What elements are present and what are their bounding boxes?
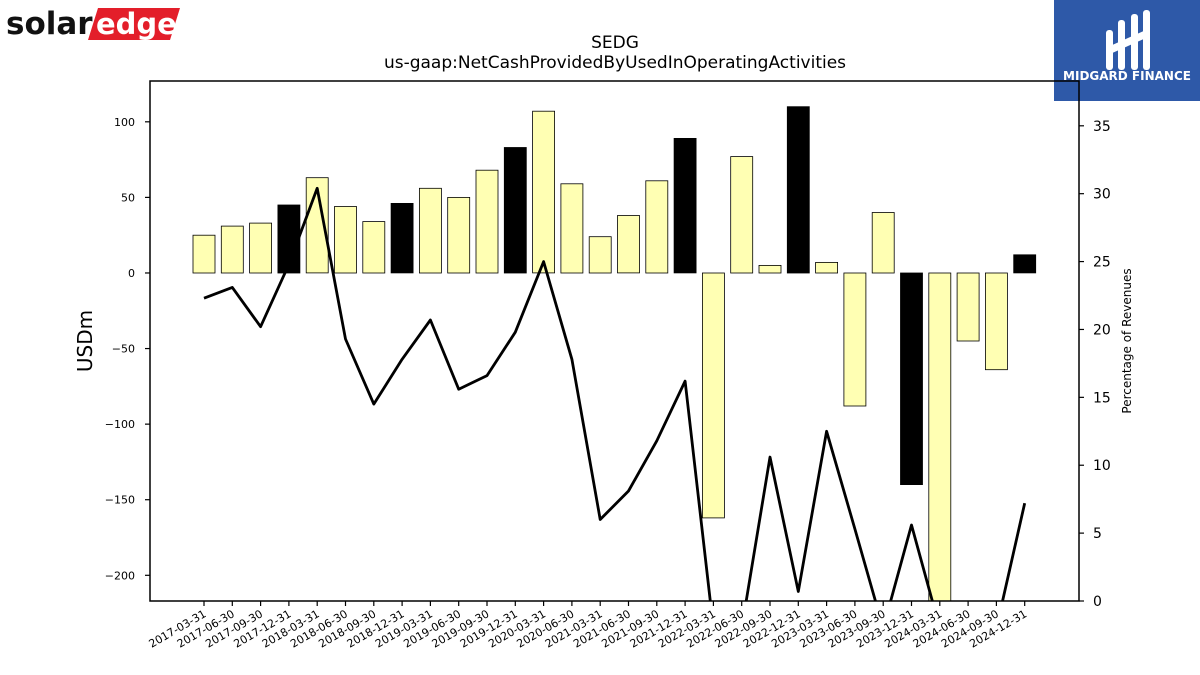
y2-tick-label: 15: [1093, 390, 1111, 406]
bar-series: [192, 106, 1037, 602]
y-tick-label: −50: [112, 343, 135, 356]
bar-2017-12-31: [277, 204, 301, 274]
bar-2023-03-31: [815, 261, 838, 274]
bar-2019-06-30: [447, 196, 471, 274]
x-axis: 2017-03-312017-06-302017-09-302017-12-31…: [147, 601, 1029, 651]
line-series: [203, 186, 1027, 601]
bar-2018-09-30: [362, 221, 386, 274]
bar-2024-06-30: [956, 272, 980, 342]
chart-subtitle: us-gaap:NetCashProvidedByUsedInOperating…: [384, 53, 846, 73]
bar-2017-03-31: [192, 234, 216, 274]
y2-tick-label: 20: [1093, 322, 1111, 338]
bar-2024-12-31: [1013, 254, 1037, 274]
logo-mark-icon: [1106, 10, 1150, 70]
logo-text-edge: edge: [96, 7, 177, 41]
bar-2021-09-30: [645, 180, 669, 274]
bar-2023-12-31: [900, 272, 923, 486]
bar-2018-06-30: [334, 206, 357, 274]
y-tick-label: 0: [128, 267, 135, 280]
y2-tick-label: 25: [1093, 255, 1111, 271]
y2-axis-label: Percentage of Revenues: [1120, 268, 1134, 413]
y-tick-label: −150: [105, 494, 135, 507]
y-axis-left: 100 50 0 −50 −100 −150 −200: [105, 116, 150, 582]
bar-2017-09-30: [249, 222, 273, 274]
bar-2022-06-30: [730, 156, 754, 274]
bar-2024-03-31: [928, 272, 952, 602]
y-tick-label: −100: [105, 418, 135, 431]
y2-tick-label: 35: [1093, 119, 1111, 135]
y-tick-label: 50: [121, 191, 135, 204]
y2-tick-label: 10: [1093, 458, 1111, 474]
solaredge-logo: solar edge: [6, 6, 180, 42]
logo-text-solar: solar: [6, 6, 93, 42]
bar-2022-09-30: [758, 264, 782, 274]
bar-2019-03-31: [418, 187, 442, 274]
bar-2019-09-30: [475, 169, 499, 274]
bar-2019-12-31: [503, 147, 527, 274]
bar-2020-06-30: [560, 183, 584, 274]
publisher-name: MIDGARD FINANCE: [1063, 69, 1191, 83]
y-tick-label: −200: [105, 569, 135, 582]
bar-2021-03-31: [588, 236, 612, 274]
plot-frame: [149, 80, 1080, 602]
y-axis-label: USDm: [73, 310, 97, 372]
logo-red-banner: [88, 8, 180, 40]
bar-2021-06-30: [617, 215, 640, 274]
bar-2022-12-31: [786, 106, 810, 274]
y2-tick-label: 30: [1093, 187, 1111, 203]
chart-title: SEDG: [591, 33, 639, 53]
bar-2023-06-30: [843, 272, 867, 407]
bar-2024-09-30: [985, 272, 1008, 371]
revenue-percentage-line: [203, 186, 1027, 601]
bar-2023-09-30: [871, 212, 895, 274]
y-tick-label: 100: [114, 116, 135, 129]
bar-2022-03-31: [702, 272, 725, 519]
bar-2017-06-30: [220, 225, 244, 274]
bar-2020-03-31: [532, 110, 555, 274]
y-axis-right: 0 5 10 15 20 25 30 35: [1079, 119, 1111, 610]
bar-2018-12-31: [390, 202, 414, 274]
y2-tick-label: 5: [1093, 526, 1102, 542]
bar-2021-12-31: [673, 137, 697, 274]
y2-tick-label: 0: [1093, 594, 1102, 610]
